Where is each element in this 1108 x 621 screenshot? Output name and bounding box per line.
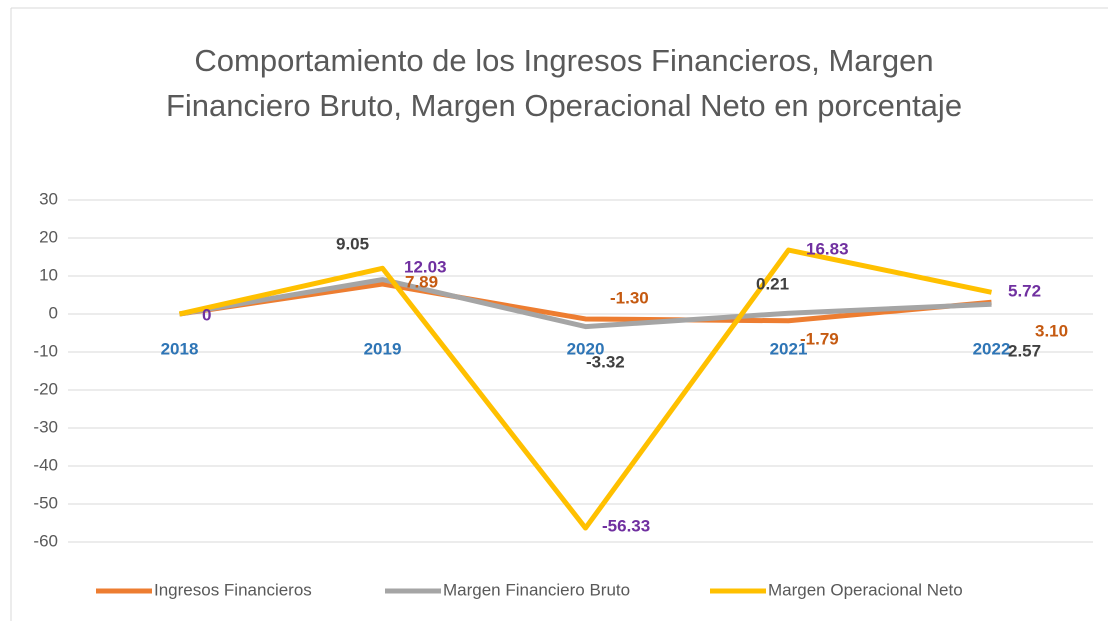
x-tick-label: 2019 [364, 339, 402, 358]
legend-label: Ingresos Financieros [154, 580, 312, 599]
data-label: -56.33 [602, 516, 650, 535]
y-tick-label: 0 [49, 303, 58, 322]
x-tick-label: 2020 [567, 339, 605, 358]
y-tick-label: 10 [39, 265, 58, 284]
legend-label: Margen Operacional Neto [768, 580, 963, 599]
x-tick-label: 2021 [770, 339, 808, 358]
data-label: 16.83 [806, 239, 849, 258]
data-label: 12.03 [404, 257, 447, 276]
y-tick-label: -30 [33, 417, 58, 436]
y-tick-label: -10 [33, 341, 58, 360]
data-label: 7.89 [405, 272, 438, 291]
x-tick-label: 2018 [161, 339, 199, 358]
data-label: 9.05 [336, 234, 369, 253]
data-label: -1.79 [800, 329, 839, 348]
legend-label: Margen Financiero Bruto [443, 580, 630, 599]
data-label: 0.21 [756, 274, 789, 293]
y-tick-label: -40 [33, 455, 58, 474]
y-tick-label: 20 [39, 227, 58, 246]
y-tick-label: -50 [33, 493, 58, 512]
x-tick-label: 2022 [973, 339, 1011, 358]
data-label: 2.57 [1008, 341, 1041, 360]
chart-title: Comportamiento de los Ingresos Financier… [165, 43, 963, 123]
series-line [179, 281, 992, 324]
data-label: 0 [202, 305, 211, 324]
series-line [178, 247, 993, 531]
data-label: -1.30 [610, 288, 649, 307]
series-line [179, 277, 992, 330]
y-tick-label: -60 [33, 531, 58, 550]
data-label: 5.72 [1008, 281, 1041, 300]
y-tick-label: 30 [39, 189, 58, 208]
data-label: -3.32 [586, 352, 625, 371]
y-tick-label: -20 [33, 379, 58, 398]
data-label: 3.10 [1035, 321, 1068, 340]
